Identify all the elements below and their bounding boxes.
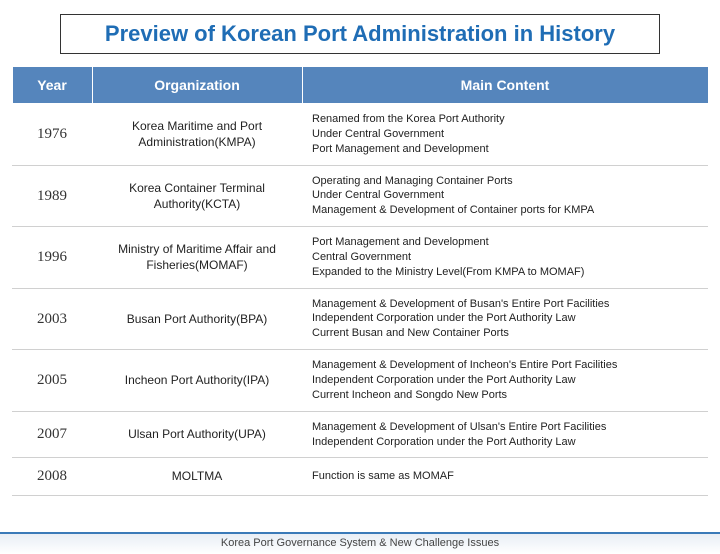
table-row: 2003 Busan Port Authority(BPA) Managemen… [12, 288, 708, 350]
table-header-row: Year Organization Main Content [12, 67, 708, 104]
table-row: 2007 Ulsan Port Authority(UPA) Managemen… [12, 411, 708, 458]
footer-text: Korea Port Governance System & New Chall… [221, 537, 499, 549]
page-title: Preview of Korean Port Administration in… [105, 21, 615, 46]
main-cell: Management & Development of Ulsan's Enti… [302, 411, 708, 458]
table-row: 1989 Korea Container Terminal Authority(… [12, 165, 708, 227]
col-year: Year [12, 67, 92, 104]
main-cell: Operating and Managing Container PortsUn… [302, 165, 708, 227]
table-row: 2005 Incheon Port Authority(IPA) Managem… [12, 350, 708, 412]
year-cell: 1976 [12, 104, 92, 166]
year-cell: 2007 [12, 411, 92, 458]
main-cell: Renamed from the Korea Port AuthorityUnd… [302, 104, 708, 166]
org-cell: Busan Port Authority(BPA) [92, 288, 302, 350]
col-main-content: Main Content [302, 67, 708, 104]
table-body: 1976 Korea Maritime and Port Administrat… [12, 104, 708, 496]
year-cell: 1989 [12, 165, 92, 227]
main-cell: Function is same as MOMAF [302, 458, 708, 495]
history-table: Year Organization Main Content 1976 Kore… [12, 66, 709, 496]
year-cell: 2008 [12, 458, 92, 495]
year-cell: 1996 [12, 227, 92, 289]
org-cell: Korea Maritime and Port Administration(K… [92, 104, 302, 166]
table-row: 1976 Korea Maritime and Port Administrat… [12, 104, 708, 166]
table-row: 2008 MOLTMA Function is same as MOMAF [12, 458, 708, 495]
org-cell: Ulsan Port Authority(UPA) [92, 411, 302, 458]
main-cell: Management & Development of Busan's Enti… [302, 288, 708, 350]
year-cell: 2005 [12, 350, 92, 412]
main-cell: Port Management and DevelopmentCentral G… [302, 227, 708, 289]
col-organization: Organization [92, 67, 302, 104]
main-cell: Management & Development of Incheon's En… [302, 350, 708, 412]
footer-bar: Korea Port Governance System & New Chall… [0, 532, 720, 554]
org-cell: MOLTMA [92, 458, 302, 495]
table-row: 1996 Ministry of Maritime Affair and Fis… [12, 227, 708, 289]
org-cell: Korea Container Terminal Authority(KCTA) [92, 165, 302, 227]
year-cell: 2003 [12, 288, 92, 350]
org-cell: Incheon Port Authority(IPA) [92, 350, 302, 412]
title-bar: Preview of Korean Port Administration in… [60, 14, 660, 54]
org-cell: Ministry of Maritime Affair and Fisherie… [92, 227, 302, 289]
